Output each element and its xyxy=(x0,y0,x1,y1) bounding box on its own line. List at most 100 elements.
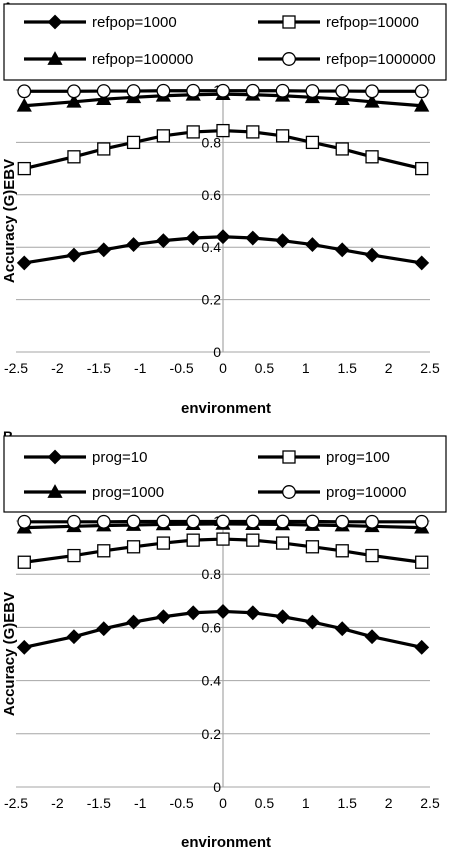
x-tick-label: 2 xyxy=(385,795,393,811)
data-point xyxy=(335,142,349,156)
series-4 xyxy=(17,514,429,529)
data-point xyxy=(275,609,291,625)
x-tick-label: -1.5 xyxy=(87,795,111,811)
legend-marker xyxy=(47,51,63,65)
legend-box xyxy=(3,435,447,513)
legend-entry: refpop=1000 xyxy=(24,14,177,31)
data-point xyxy=(97,142,111,156)
chart-panel-a: A00.20.40.60.81-2.5-2-1.5-1-0.500.511.52… xyxy=(1,0,447,417)
data-point xyxy=(96,84,111,98)
x-axis-label: environment xyxy=(181,400,271,417)
legend-marker xyxy=(282,15,296,29)
data-point xyxy=(156,129,171,143)
data-point xyxy=(305,135,320,150)
x-tick-label: 0.5 xyxy=(255,795,275,811)
data-point xyxy=(215,229,231,245)
x-tick-label: -1 xyxy=(134,795,147,811)
legend-entry: prog=10 xyxy=(24,449,147,466)
x-tick-label: 2.5 xyxy=(420,360,440,376)
data-point xyxy=(335,514,350,529)
data-point xyxy=(364,629,380,645)
y-tick-label: 0.2 xyxy=(202,292,222,308)
legend-marker xyxy=(47,484,63,498)
data-point xyxy=(185,230,201,246)
data-point xyxy=(126,237,141,252)
data-point xyxy=(126,514,141,529)
x-tick-label: 0.5 xyxy=(255,360,275,376)
data-point xyxy=(305,514,320,529)
x-axis-label: environment xyxy=(181,834,271,851)
y-tick-label: 0.8 xyxy=(202,134,222,150)
data-point xyxy=(96,621,112,637)
y-axis-label: Accuracy (G)EBV xyxy=(1,159,18,283)
data-point xyxy=(305,614,320,630)
x-tick-label: -2.5 xyxy=(4,360,28,376)
data-point xyxy=(67,150,81,164)
legend-label: prog=10000 xyxy=(326,484,407,501)
data-point xyxy=(335,544,349,558)
data-point xyxy=(246,533,260,547)
data-point xyxy=(365,150,379,164)
y-tick-label: 0.2 xyxy=(202,726,222,742)
data-point xyxy=(245,605,261,621)
data-point xyxy=(186,514,201,529)
data-point xyxy=(275,514,290,529)
series-1 xyxy=(16,604,430,655)
data-point xyxy=(17,555,31,569)
x-tick-label: -0.5 xyxy=(170,360,194,376)
data-point xyxy=(126,540,141,554)
data-point xyxy=(334,242,350,258)
data-point xyxy=(246,125,260,139)
data-point xyxy=(126,135,141,150)
legend-label: prog=100 xyxy=(326,449,390,466)
data-point xyxy=(334,621,350,637)
data-point xyxy=(216,123,230,138)
data-point xyxy=(17,161,31,176)
data-point xyxy=(245,83,260,98)
legend-entry: refpop=100000 xyxy=(24,51,193,68)
data-point xyxy=(186,533,200,547)
series-2 xyxy=(17,123,429,176)
legend-marker xyxy=(47,14,63,30)
y-tick-label: 0.4 xyxy=(202,673,222,689)
data-point xyxy=(96,242,112,258)
data-point xyxy=(305,84,320,98)
data-point xyxy=(364,93,380,108)
data-point xyxy=(415,555,429,569)
legend: refpop=1000 refpop=10000 refpop=100000 refp… xyxy=(3,3,447,81)
legend-label: refpop=1000 xyxy=(92,14,177,31)
data-point xyxy=(17,84,32,99)
legend-label: prog=10 xyxy=(92,449,147,466)
y-tick-label: 0.8 xyxy=(202,566,222,582)
data-point xyxy=(156,514,171,529)
data-point xyxy=(245,230,261,246)
data-point xyxy=(334,91,350,106)
data-point xyxy=(97,544,111,558)
legend-marker xyxy=(47,449,63,465)
y-tick-label: 0.6 xyxy=(202,619,222,635)
data-point xyxy=(185,605,201,621)
data-point xyxy=(365,548,379,563)
x-tick-label: 1.5 xyxy=(337,795,357,811)
data-point xyxy=(414,514,429,529)
data-point xyxy=(245,514,260,529)
data-point xyxy=(365,84,379,99)
data-point xyxy=(275,129,290,143)
data-point xyxy=(126,614,141,630)
data-point xyxy=(216,514,230,529)
data-point xyxy=(156,83,171,98)
data-point xyxy=(215,604,231,619)
data-point xyxy=(66,93,82,108)
chart-panel-b: B00.20.40.60.81-2.5-2-1.5-1-0.500.511.52… xyxy=(1,428,447,851)
data-point xyxy=(415,161,429,176)
x-tick-label: 0 xyxy=(219,360,227,376)
y-axis-label: Accuracy (G)EBV xyxy=(1,592,18,716)
x-tick-label: -2.5 xyxy=(4,795,28,811)
data-point xyxy=(216,532,230,546)
data-point xyxy=(414,84,429,99)
data-point xyxy=(335,84,350,98)
x-tick-label: 1.5 xyxy=(337,360,357,376)
data-point xyxy=(186,125,200,139)
data-point xyxy=(186,83,201,98)
series-4 xyxy=(17,83,429,99)
